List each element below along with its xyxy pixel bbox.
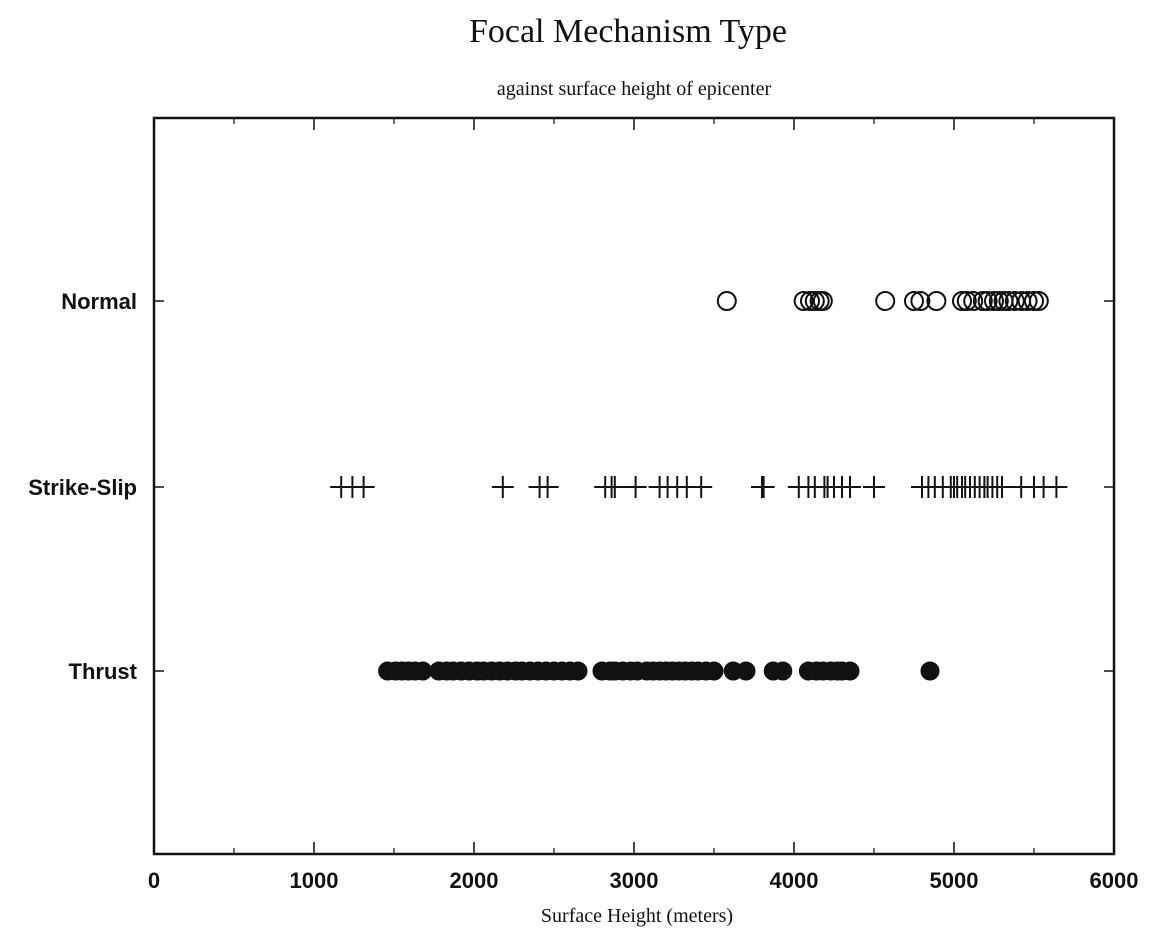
- y-tick-label-0: Normal: [61, 289, 137, 314]
- x-tick-label-1: 1000: [290, 868, 339, 893]
- strike-slip-point: [603, 476, 626, 498]
- normal-point: [812, 291, 833, 311]
- normal-point: [952, 291, 972, 311]
- y-tick-label-1: Strike-Slip: [28, 475, 137, 500]
- x-tick-label-4: 4000: [770, 868, 819, 893]
- normal-point: [716, 291, 737, 311]
- normal-point: [972, 291, 993, 311]
- normal-point: [793, 291, 814, 311]
- strike-slip-point: [352, 476, 375, 498]
- strike-slip-point: [536, 476, 559, 498]
- normal-point: [977, 291, 998, 311]
- thrust-point: [920, 661, 940, 681]
- normal-point: [875, 291, 896, 311]
- chart-subtitle: against surface height of epicenter: [497, 78, 772, 100]
- normal-point: [804, 291, 825, 311]
- x-tick-label-5: 5000: [930, 868, 979, 893]
- normal-point: [1004, 291, 1025, 311]
- normal-point: [910, 291, 931, 311]
- x-tick-labels: 0 1000 2000 3000 4000 5000 6000: [148, 868, 1139, 893]
- x-tick-label-6: 6000: [1090, 868, 1139, 893]
- x-axis-label: Surface Height (meters): [541, 905, 733, 927]
- normal-point: [956, 291, 977, 311]
- axis-ticks: [153, 118, 1115, 854]
- strike-slip-point: [491, 476, 514, 498]
- strike-slip-point: [863, 476, 885, 498]
- normal-point: [800, 291, 820, 311]
- normal-point: [1017, 291, 1038, 311]
- normal-point: [926, 291, 947, 311]
- normal-point: [963, 291, 984, 311]
- data-markers: [330, 291, 1068, 681]
- normal-point: [1024, 291, 1044, 311]
- thrust-point: [840, 661, 860, 681]
- x-tick-label-0: 0: [148, 868, 160, 893]
- thrust-point: [704, 661, 724, 681]
- x-tick-label-3: 3000: [610, 868, 659, 893]
- thrust-point: [736, 661, 756, 681]
- strike-slip-point: [991, 476, 1013, 498]
- chart-title: Focal Mechanism Type: [469, 13, 787, 50]
- normal-point: [988, 291, 1009, 311]
- strike-slip-point: [690, 476, 713, 498]
- normal-point: [904, 291, 924, 311]
- thrust-point: [773, 661, 793, 681]
- strike-slip-point: [839, 476, 861, 498]
- normal-point: [1028, 291, 1049, 311]
- strike-slip-point: [752, 476, 775, 498]
- x-tick-label-2: 2000: [450, 868, 499, 893]
- thrust-point: [568, 661, 588, 681]
- y-tick-labels: Normal Strike-Slip Thrust: [28, 289, 137, 684]
- normal-point: [984, 291, 1004, 311]
- normal-point: [998, 291, 1019, 311]
- y-tick-label-2: Thrust: [69, 659, 138, 684]
- strike-slip-point: [1045, 476, 1068, 498]
- strike-slip-point: [624, 476, 647, 498]
- thrust-point: [413, 661, 433, 681]
